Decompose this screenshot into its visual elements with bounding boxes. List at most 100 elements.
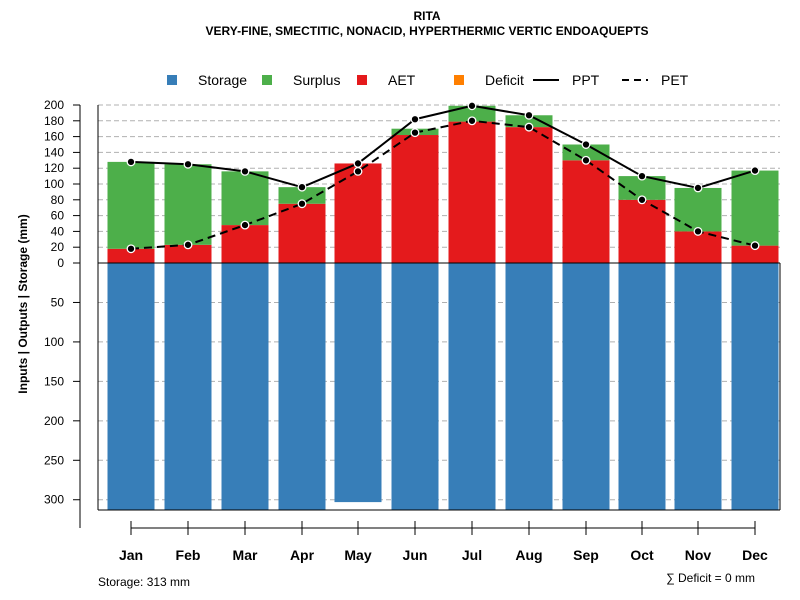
storage-bar: [562, 263, 610, 510]
surplus-bar: [505, 115, 553, 128]
ppt-point: [750, 166, 760, 176]
x-tick-label: Jan: [119, 547, 143, 563]
aet-bar: [278, 203, 326, 263]
chart-title: RITA: [413, 9, 440, 23]
legend-label: Deficit: [485, 72, 524, 88]
surplus-bar: [731, 170, 779, 246]
legend-swatch: [262, 75, 272, 85]
y-tick-label: 150: [44, 374, 64, 388]
storage-bar: [391, 263, 439, 510]
legend-label: PET: [661, 72, 689, 88]
y-tick-label: 200: [44, 98, 64, 112]
storage-bar: [618, 263, 666, 510]
pet-point: [240, 220, 250, 230]
y-tick-label: 50: [51, 295, 65, 309]
x-tick-label: Apr: [290, 547, 315, 563]
x-tick-label: Nov: [685, 547, 712, 563]
y-axis-label: Inputs | Outputs | Storage (mm): [16, 214, 30, 393]
pet-point: [581, 155, 591, 165]
ppt-point: [126, 157, 136, 167]
y-tick-label: 20: [51, 240, 65, 254]
x-tick-label: Oct: [630, 547, 654, 563]
pet-point: [524, 122, 534, 132]
x-tick-label: Jun: [403, 547, 428, 563]
pet-point: [637, 195, 647, 205]
aet-bar: [618, 199, 666, 263]
storage-bar: [448, 263, 496, 510]
ppt-line: [130, 104, 756, 189]
legend-label: Storage: [198, 72, 247, 88]
ppt-point: [183, 159, 193, 169]
chart-legend: Storage Surplus AET Deficit PPT PET: [167, 72, 689, 88]
ppt-point: [581, 140, 591, 149]
aet-bar: [505, 127, 553, 264]
aet-bar: [107, 248, 155, 263]
pet-point: [126, 244, 136, 254]
surplus-bar: [107, 161, 155, 249]
legend-label: Surplus: [293, 72, 340, 88]
ppt-point: [297, 182, 307, 192]
pet-line: [130, 119, 756, 250]
ppt-point: [637, 171, 647, 181]
aet-bar: [221, 225, 269, 263]
legend-swatch: [357, 75, 367, 85]
surplus-bar: [164, 164, 212, 245]
x-tick-label: Jul: [462, 547, 482, 563]
x-tick-label: Mar: [233, 547, 258, 563]
pet-point: [750, 241, 760, 251]
pet-point: [467, 116, 477, 126]
pet-point: [297, 199, 307, 209]
y-tick-label: 100: [44, 177, 64, 191]
y-tick-label: 200: [44, 414, 64, 428]
x-tick-label: Feb: [176, 547, 201, 563]
aet-bar: [674, 231, 722, 263]
ppt-point: [240, 166, 250, 176]
lines: [126, 101, 760, 254]
aet-bar: [334, 163, 382, 263]
storage-bar: [731, 263, 779, 510]
storage-bar: [674, 263, 722, 510]
pet-point: [353, 166, 363, 176]
ppt-point: [524, 110, 534, 120]
y-tick-label: 40: [51, 224, 65, 238]
storage-bar: [107, 263, 155, 510]
aet-bar: [391, 135, 439, 263]
storage-bar: [164, 263, 212, 510]
y-tick-label: 300: [44, 493, 64, 507]
aet-bar: [448, 121, 496, 263]
storage-bar: [334, 263, 382, 503]
y-tick-label: 60: [51, 209, 65, 223]
surplus-bar: [221, 171, 269, 226]
storage-bar: [505, 263, 553, 510]
y-tick-label: 80: [51, 193, 65, 207]
y-tick-label: 140: [44, 145, 64, 159]
storage-footnote: Storage: 313 mm: [98, 575, 190, 589]
pet-point: [410, 128, 420, 138]
storage-bar: [221, 263, 269, 510]
y-tick-label: 0: [57, 256, 64, 270]
ppt-point: [410, 114, 420, 124]
surplus-bar: [618, 176, 666, 200]
legend-label: PPT: [572, 72, 600, 88]
legend-swatch: [167, 75, 177, 85]
surplus-bar: [278, 187, 326, 204]
y-tick-label: 100: [44, 335, 64, 349]
x-tick-label: Aug: [515, 547, 542, 563]
y-tick-label: 250: [44, 453, 64, 467]
pet-point: [183, 240, 193, 250]
bars: [107, 105, 779, 510]
surplus-bar: [448, 105, 496, 122]
y-tick-label: 180: [44, 114, 64, 128]
ppt-point: [467, 101, 477, 111]
x-tick-label: Sep: [573, 547, 599, 563]
aet-bar: [164, 244, 212, 263]
legend-label: AET: [388, 72, 416, 88]
deficit-footnote: ∑ Deficit = 0 mm: [666, 571, 755, 585]
ppt-point: [693, 183, 703, 193]
x-tick-label: Dec: [742, 547, 768, 563]
surplus-bar: [562, 144, 610, 161]
surplus-bar: [674, 187, 722, 232]
aet-bar: [731, 245, 779, 263]
